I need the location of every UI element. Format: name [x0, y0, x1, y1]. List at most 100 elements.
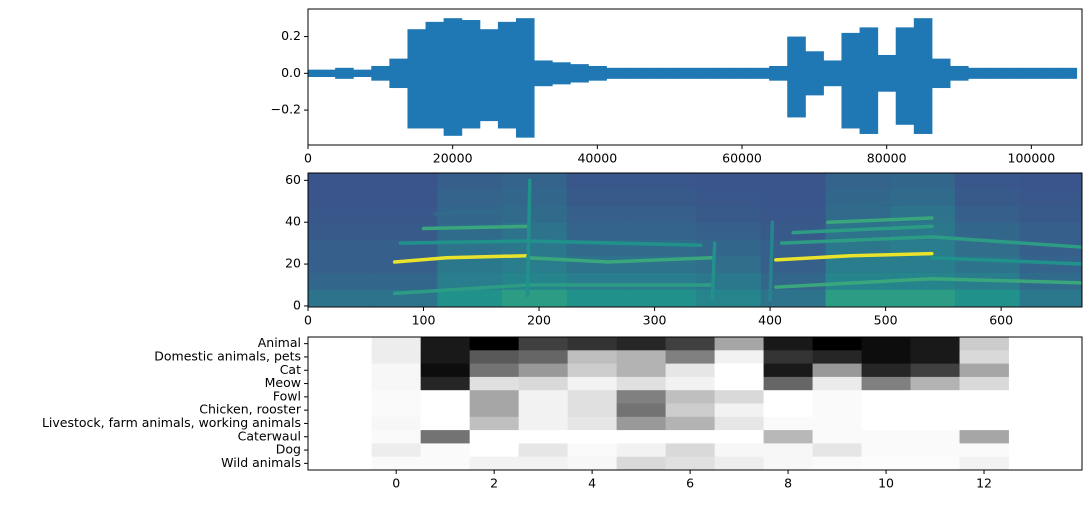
spectrogram-cell [308, 188, 374, 206]
heatmap-cell [714, 337, 764, 351]
heatmap-cell [616, 350, 667, 364]
waveform-envelope [913, 18, 933, 134]
harmonic-track [774, 251, 934, 262]
waveform-envelope [642, 67, 662, 79]
waveform-envelope [443, 18, 463, 136]
heatmap-cell [861, 376, 911, 391]
y-tick-label: 0 [293, 297, 301, 312]
spectrogram-cell [954, 205, 1021, 223]
heatmap-cell [420, 416, 471, 431]
heatmap-cell [812, 430, 862, 444]
spectrogram-cell [890, 255, 956, 273]
heatmap-cell [812, 456, 862, 470]
heatmap-cell [371, 456, 422, 470]
heatmap-cell [665, 416, 715, 431]
heatmap-cell [371, 403, 422, 418]
spectrogram-cell [954, 173, 1021, 190]
spectrogram-cell [631, 238, 697, 257]
spectrogram-cell [308, 255, 374, 273]
x-tick-label: 500 [874, 313, 898, 328]
heatmap-cell [763, 443, 813, 458]
spectrogram-cell [631, 173, 697, 190]
y-tick-label: −0.2 [271, 102, 301, 117]
waveform-envelope [497, 21, 517, 129]
heatmap-cell [812, 376, 862, 391]
waveform-envelope [389, 58, 408, 89]
plot-area [308, 173, 1082, 307]
heatmap-cell [812, 350, 862, 364]
x-tick-label: 0 [304, 313, 312, 328]
heatmap-cell [861, 456, 911, 470]
heatmap-cell [812, 337, 862, 351]
heatmap-cell [714, 416, 764, 431]
spectrogram-cell [760, 188, 827, 206]
waveform-envelope [425, 21, 445, 129]
heatmap-cell [763, 390, 813, 404]
spectrogram-cell [502, 222, 568, 240]
heatmap-cell [959, 430, 1009, 444]
heatmap-cell [910, 456, 960, 470]
spectrogram-cell [372, 188, 438, 206]
spectrogram-cell [825, 173, 891, 190]
spectrogram-cell [308, 238, 374, 257]
heatmap-cell [959, 390, 1009, 404]
x-tick-label: 400 [758, 313, 782, 328]
x-tick-label: 4 [588, 476, 596, 491]
heatmap-cell [420, 403, 471, 418]
heatmap-cell [714, 376, 764, 391]
spectrogram-cell [696, 222, 762, 240]
heatmap-cell [616, 376, 667, 391]
heatmap-cell [371, 443, 422, 458]
waveform-envelope [895, 27, 915, 125]
heatmap-cell [469, 416, 520, 431]
heatmap-cell [861, 390, 911, 404]
waveform-envelope [371, 65, 390, 81]
heatmap-cell [861, 403, 911, 418]
heatmap-cell [616, 390, 667, 404]
spectrogram-cell [825, 238, 891, 257]
waveform-envelope [335, 67, 354, 79]
heatmap-cell [910, 430, 960, 444]
waveform-envelope [660, 67, 680, 79]
waveform-envelope [968, 67, 987, 79]
heatmap-cell [420, 350, 471, 364]
axes-frame [307, 336, 1083, 471]
y-tick-label: 40 [285, 214, 301, 229]
heatmap-cell [714, 350, 764, 364]
spectrogram-cell [890, 272, 956, 290]
spectrogram-cell [1019, 289, 1082, 307]
spectrogram-cell [890, 289, 956, 307]
heatmap-cell [959, 443, 1009, 458]
heatmap-cell [420, 337, 471, 351]
waveform-envelope [1040, 67, 1059, 79]
spectrogram-cell [308, 272, 374, 290]
y-tick-label: Livestock, farm animals, working animals [42, 415, 301, 430]
heatmap-cell [371, 390, 422, 404]
waveform-envelope [317, 69, 336, 77]
heatmap-cell [518, 363, 569, 378]
spectrogram-cell [760, 289, 827, 307]
heatmap-cell [469, 443, 520, 458]
x-tick-label: 12 [976, 476, 992, 491]
heatmap-cell [861, 337, 911, 351]
spectrogram-cell [566, 188, 632, 206]
heatmap-cell [763, 337, 813, 351]
harmonic-track [774, 276, 1082, 289]
spectrogram-cell [954, 222, 1021, 240]
waveform-envelope [479, 29, 499, 122]
spectrogram-cell [502, 205, 568, 223]
x-tick-label: 100000 [1008, 151, 1056, 166]
waveform-envelope [353, 69, 372, 77]
y-tick-label: 60 [285, 172, 301, 187]
spectrogram-cell [437, 222, 503, 240]
x-tick-label: 2 [490, 476, 498, 491]
heatmap-cell [714, 390, 764, 404]
y-tick-label: Fowl [273, 388, 301, 403]
heatmap-cell [420, 443, 471, 458]
spectrogram-cell [1019, 188, 1082, 206]
heatmap-cell [861, 416, 911, 431]
heatmap-cell [714, 363, 764, 378]
spectrogram-cell [696, 238, 762, 257]
heatmap-cell [665, 430, 715, 444]
